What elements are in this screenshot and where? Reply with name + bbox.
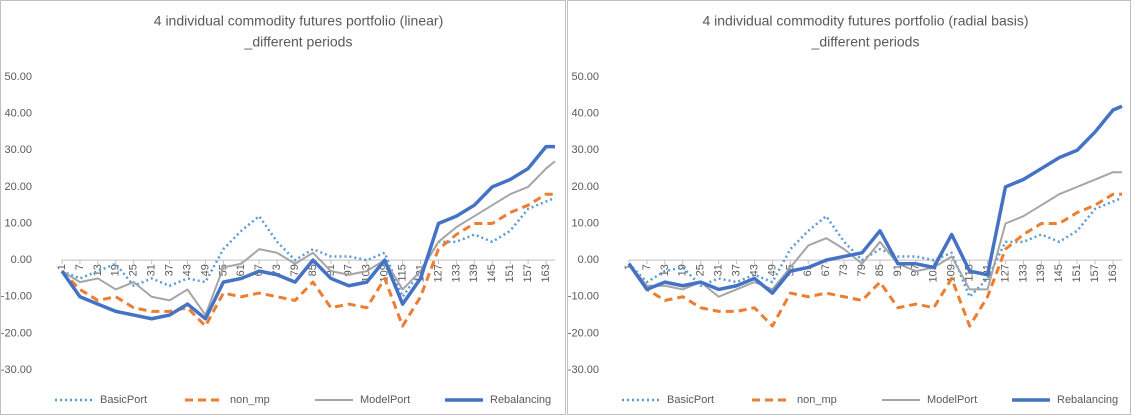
x-tick-label: 85: [874, 264, 886, 276]
chart-title: 4 individual commodity futures portfolio…: [154, 13, 443, 29]
x-tick-label: 37: [163, 264, 175, 276]
x-tick-label: 91: [892, 264, 904, 276]
y-tick-label: -10.00: [568, 291, 599, 303]
series-line: [627, 104, 1123, 295]
legend-label: non_mp: [230, 394, 270, 406]
legend-label: Rebalancing: [490, 394, 551, 406]
y-tick-label: 20.00: [571, 181, 599, 193]
x-tick-label: 13: [92, 264, 104, 276]
x-tick-label: 157: [1089, 264, 1101, 282]
legend-label: Rebalancing: [1057, 394, 1118, 406]
x-tick-label: 43: [181, 264, 193, 276]
series-line: [61, 160, 556, 317]
x-tick-label: 139: [1035, 264, 1047, 282]
x-tick-label: 1: [623, 264, 635, 270]
x-tick-label: 7: [641, 264, 653, 270]
series-line: [628, 196, 1123, 298]
legend-label: ModelPort: [360, 394, 410, 406]
x-tick-label: 1: [56, 264, 68, 270]
x-tick-label: 73: [838, 264, 850, 276]
y-tick-label: -20.00: [1, 327, 32, 339]
y-tick-label: 40.00: [4, 108, 32, 120]
x-tick-label: 31: [146, 264, 158, 276]
x-tick-label: 43: [748, 264, 760, 276]
y-tick-label: -20.00: [568, 327, 599, 339]
y-tick-label: 40.00: [571, 108, 599, 120]
x-tick-label: 19: [677, 264, 689, 276]
y-tick-label: -30.00: [1, 364, 32, 376]
x-tick-label: 151: [504, 264, 516, 282]
y-tick-label: 0.00: [578, 254, 599, 266]
y-tick-label: -30.00: [568, 364, 599, 376]
x-tick-label: 25: [128, 264, 140, 276]
y-tick-label: 50.00: [4, 71, 32, 83]
x-tick-label: 19: [110, 264, 122, 276]
x-tick-label: 37: [730, 264, 742, 276]
x-tick-label: 133: [1017, 264, 1029, 282]
x-tick-label: 85: [307, 264, 319, 276]
y-tick-label: 20.00: [4, 181, 32, 193]
x-tick-label: 31: [713, 264, 725, 276]
panel-right: [567, 0, 1131, 415]
x-tick-label: 127: [999, 264, 1011, 282]
x-tick-label: 145: [1053, 264, 1065, 282]
x-tick-label: 49: [766, 264, 778, 276]
x-tick-label: 133: [450, 264, 462, 282]
legend-label: ModelPort: [927, 394, 977, 406]
series-line: [60, 144, 555, 321]
series-line: [60, 192, 555, 328]
x-tick-label: 25: [695, 264, 707, 276]
series-line: [628, 171, 1122, 298]
panel-left: [0, 0, 566, 415]
y-tick-label: 10.00: [571, 217, 599, 229]
y-tick-label: 10.00: [4, 217, 32, 229]
x-tick-label: 7: [74, 264, 86, 270]
x-tick-label: 145: [486, 264, 498, 282]
legend-label: non_mp: [797, 394, 837, 406]
x-tick-label: 49: [199, 264, 211, 276]
x-tick-label: 109: [946, 264, 958, 282]
chart-title: _different periods: [811, 34, 920, 50]
y-tick-label: 30.00: [571, 144, 599, 156]
y-tick-label: -10.00: [1, 291, 32, 303]
x-tick-label: 115: [397, 264, 409, 282]
x-tick-label: 67: [820, 264, 832, 276]
x-tick-label: 61: [235, 264, 247, 276]
chart-title: 4 individual commodity futures portfolio…: [702, 13, 1028, 29]
chart-title: _different periods: [244, 34, 353, 50]
x-tick-label: 79: [289, 264, 301, 276]
legend-label: BasicPort: [100, 394, 147, 406]
x-tick-label: 127: [432, 264, 444, 282]
y-tick-label: 0.00: [11, 254, 32, 266]
x-tick-label: 163: [1107, 264, 1119, 282]
x-tick-label: 163: [540, 264, 552, 282]
y-tick-label: 30.00: [4, 144, 32, 156]
y-tick-label: 50.00: [571, 71, 599, 83]
legend-label: BasicPort: [667, 394, 714, 406]
x-tick-label: 79: [856, 264, 868, 276]
x-tick-label: 139: [468, 264, 480, 282]
x-tick-label: 151: [1071, 264, 1083, 282]
x-tick-label: 157: [522, 264, 534, 282]
